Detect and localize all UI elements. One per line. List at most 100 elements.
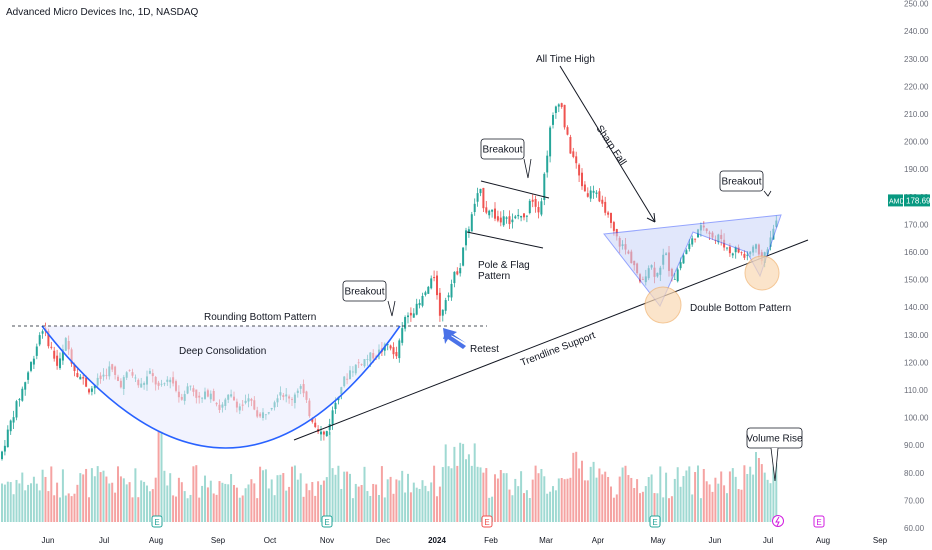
volume-bar — [53, 495, 56, 522]
volume-bar — [227, 484, 230, 522]
volume-bar — [38, 490, 41, 522]
volume-bar — [302, 496, 305, 522]
volume-bar — [151, 489, 154, 522]
bottom-circle-2 — [744, 255, 780, 291]
candle-body — [331, 410, 334, 425]
candle-body — [511, 219, 514, 223]
candle-body — [543, 173, 546, 200]
candle-body — [517, 214, 520, 217]
volume-bar — [685, 470, 688, 522]
volume-bar — [140, 480, 143, 522]
dividend-marker — [772, 515, 784, 527]
callout-breakout-1-box — [342, 280, 387, 302]
candle-body — [325, 431, 328, 437]
label-rounding-bottom: Rounding Bottom Pattern — [204, 312, 316, 323]
volume-bar — [465, 459, 467, 522]
candle-body — [444, 300, 447, 311]
callout-breakout-3-tail — [763, 190, 772, 197]
volume-bar — [392, 493, 395, 522]
volume-bar — [743, 465, 746, 522]
candle-body — [679, 262, 682, 269]
candle-body — [76, 373, 79, 378]
volume-bar — [96, 466, 99, 522]
volume-bar — [383, 497, 386, 522]
callout-breakout-1-tail — [387, 300, 396, 317]
volume-bar — [180, 482, 183, 522]
volume-bar — [224, 483, 227, 522]
volume-bar — [482, 472, 485, 522]
volume-bar — [334, 474, 337, 522]
volume-bar — [436, 496, 438, 522]
volume-bar — [607, 476, 610, 522]
volume-bar — [114, 492, 117, 522]
candle-body — [38, 335, 41, 345]
candle-body — [322, 431, 325, 435]
volume-bar — [630, 477, 633, 522]
earnings-marker: E — [321, 515, 333, 528]
candle-body — [73, 364, 76, 371]
volume-bar — [566, 478, 569, 522]
earnings-box — [813, 515, 825, 528]
candle-body — [438, 292, 441, 316]
volume-bar — [578, 468, 581, 522]
volume-bar — [50, 466, 53, 522]
volume-bar — [531, 479, 534, 522]
volume-bar — [581, 460, 583, 522]
volume-bar — [61, 469, 64, 522]
candle-body — [508, 216, 511, 225]
volume-bar — [569, 477, 572, 522]
volume-bar — [543, 476, 546, 522]
volume-bar — [494, 474, 496, 522]
label-all-time-high: All Time High — [536, 54, 595, 65]
y-tick-label: 90.00 — [904, 441, 925, 450]
volume-bar — [282, 473, 285, 522]
volume-bar — [412, 482, 415, 522]
callout-breakout-2-tail — [523, 158, 532, 179]
x-tick-label: Apr — [592, 536, 605, 545]
candle-body — [59, 358, 61, 369]
y-tick-label: 60.00 — [904, 524, 925, 533]
candle-body — [27, 372, 30, 380]
volume-bars — [1, 431, 778, 522]
earnings-box — [151, 515, 163, 528]
y-tick-label: 160.00 — [904, 248, 929, 257]
volume-bar — [731, 468, 734, 522]
volume-bar — [154, 477, 157, 522]
volume-bar — [615, 494, 618, 522]
volume-bar — [650, 474, 653, 522]
candle-body — [557, 104, 560, 107]
volume-bar — [694, 472, 697, 522]
lightning-icon — [775, 516, 780, 527]
volume-bar — [427, 491, 430, 522]
volume-bar — [322, 480, 325, 522]
volume-bar — [592, 461, 595, 522]
volume-bar — [288, 486, 291, 522]
candle-body — [6, 429, 9, 448]
volume-bar — [720, 471, 723, 522]
candle-body — [482, 187, 485, 209]
earnings-label: E — [324, 518, 329, 527]
volume-bar — [746, 473, 749, 522]
volume-bar — [450, 468, 453, 522]
candle-body — [546, 155, 549, 173]
volume-bar — [340, 488, 343, 522]
candle-body — [691, 238, 694, 245]
candle-body — [427, 286, 430, 294]
volume-bar — [438, 486, 441, 522]
x-tick-label: Jul — [763, 536, 773, 545]
candle-body — [35, 346, 38, 356]
volume-bar — [354, 483, 357, 522]
candle-body — [528, 200, 531, 214]
candle-body — [418, 302, 421, 306]
y-tick-label: 250.00 — [904, 0, 929, 9]
volume-bar — [349, 473, 351, 522]
volume-bar — [375, 484, 378, 522]
volume-bar — [389, 476, 392, 522]
volume-bar — [276, 475, 279, 522]
candle-body — [398, 340, 401, 359]
volume-bar — [772, 466, 775, 522]
volume-bar — [604, 471, 607, 522]
volume-bar — [195, 465, 198, 522]
volume-bar — [93, 476, 96, 522]
